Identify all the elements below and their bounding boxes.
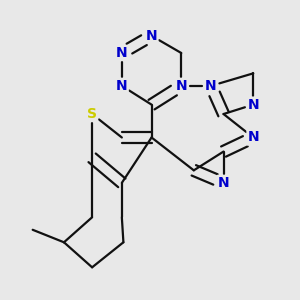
- Text: N: N: [116, 79, 128, 93]
- Text: N: N: [218, 176, 229, 190]
- Text: N: N: [116, 46, 128, 60]
- Text: N: N: [146, 29, 158, 43]
- Text: S: S: [87, 107, 97, 121]
- Text: N: N: [248, 130, 259, 145]
- Text: N: N: [205, 79, 217, 93]
- Text: N: N: [176, 79, 187, 93]
- Text: N: N: [248, 98, 259, 112]
